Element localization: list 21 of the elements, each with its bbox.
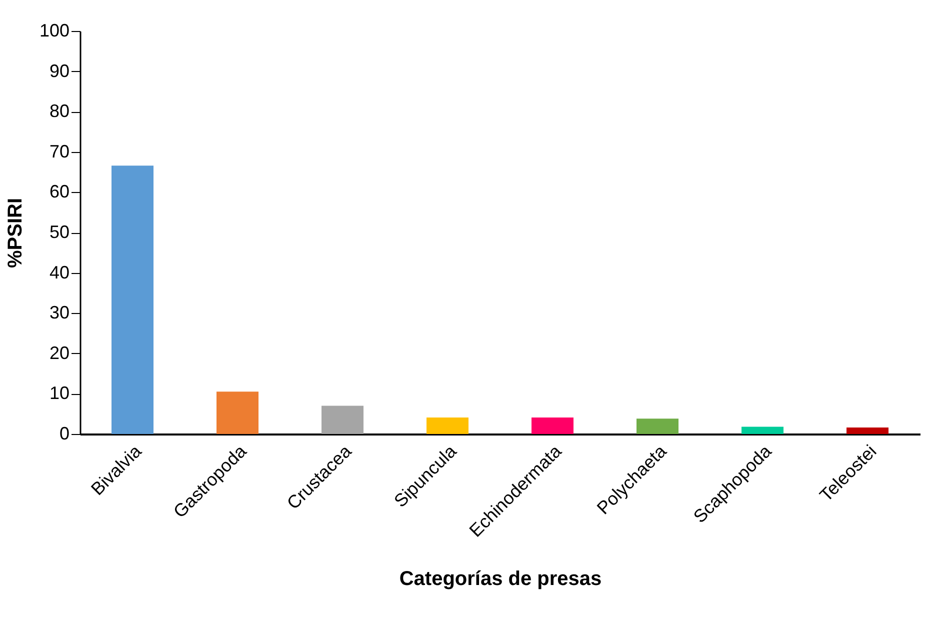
x-axis-title: Categorías de presas xyxy=(399,568,602,590)
bar xyxy=(112,166,154,434)
bar xyxy=(216,392,258,434)
y-axis-title: %PSIRI xyxy=(4,198,26,268)
y-tick-label: 40 xyxy=(49,262,70,282)
y-tick-label: 50 xyxy=(49,222,70,242)
y-tick-label: 90 xyxy=(49,60,70,81)
y-tick-label: 60 xyxy=(49,182,70,202)
bar xyxy=(846,428,888,434)
bar xyxy=(636,418,678,434)
bar xyxy=(532,417,574,434)
y-tick-label: 30 xyxy=(49,302,70,323)
bar xyxy=(322,406,364,434)
y-tick-label: 70 xyxy=(49,141,70,162)
y-tick-label: 80 xyxy=(49,101,70,122)
y-tick-label: 20 xyxy=(49,342,70,363)
y-tick-label: 100 xyxy=(39,20,70,40)
y-tick-label: 10 xyxy=(49,383,70,404)
bar xyxy=(742,426,784,434)
bar xyxy=(426,417,468,434)
y-tick-label: 0 xyxy=(59,424,70,444)
